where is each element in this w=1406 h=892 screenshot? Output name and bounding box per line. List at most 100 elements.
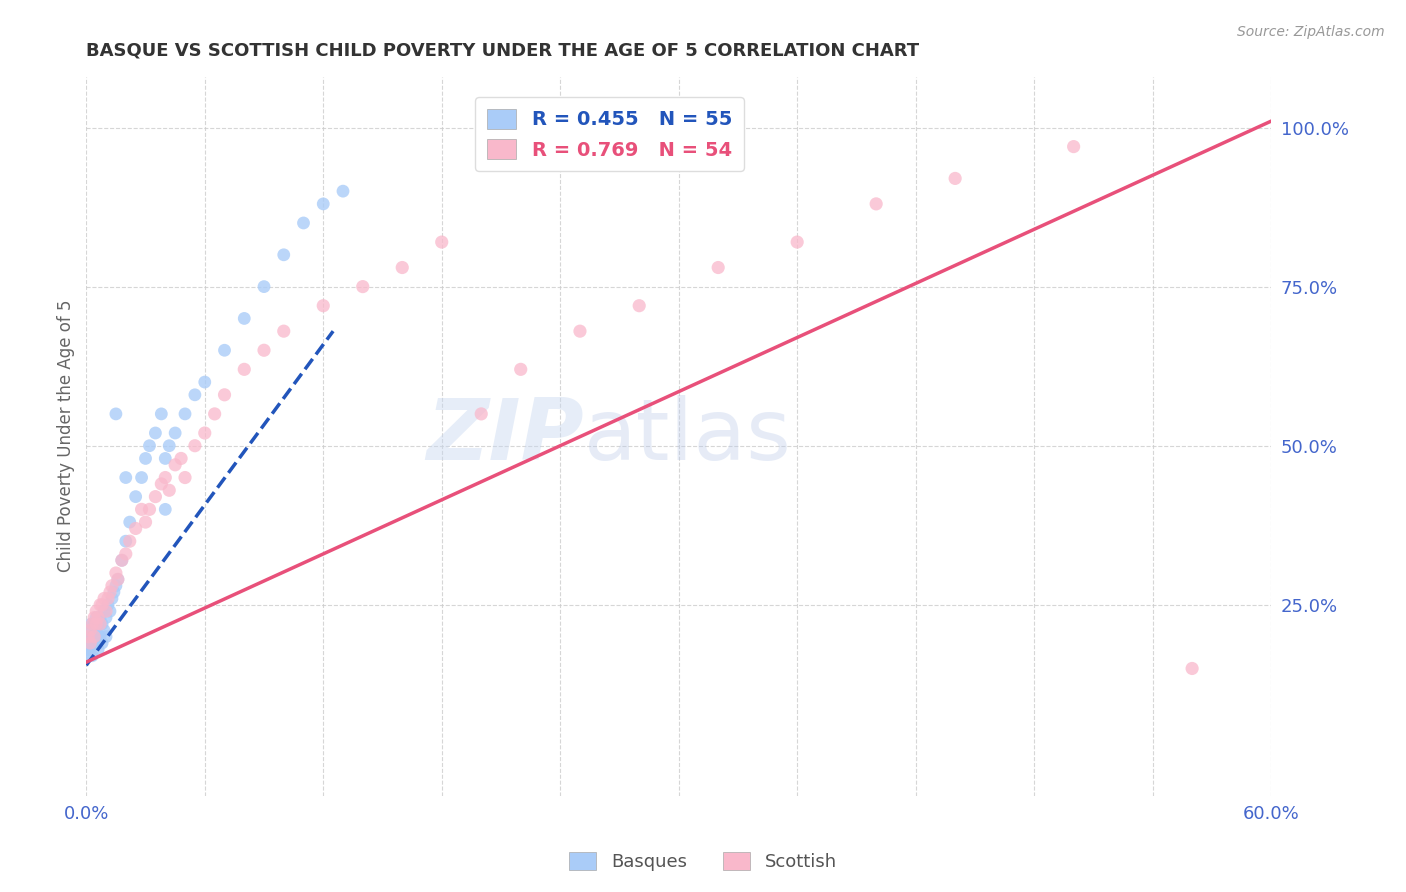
Point (253, 343, 276, 358)
Point (91, 616, 114, 631)
Text: BASQUE VS SCOTTISH CHILD POVERTY UNDER THE AGE OF 5 CORRELATION CHART: BASQUE VS SCOTTISH CHILD POVERTY UNDER T… (86, 42, 920, 60)
Point (82, 630, 104, 644)
Point (76, 642, 98, 657)
Point (943, 171, 966, 186)
Point (79, 624, 101, 638)
Point (124, 521, 146, 535)
Point (312, 197, 335, 211)
Point (138, 502, 160, 516)
Point (157, 439, 180, 453)
Point (628, 299, 651, 313)
Point (145, 425, 167, 440)
Point (155, 451, 177, 466)
Point (391, 260, 413, 275)
Point (155, 502, 177, 516)
Point (84, 604, 107, 618)
Point (84, 624, 107, 638)
Point (273, 248, 295, 262)
Point (292, 216, 315, 230)
Point (79, 642, 101, 657)
Point (170, 451, 193, 466)
Point (104, 566, 127, 580)
Point (157, 483, 180, 498)
Text: atlas: atlas (583, 394, 792, 478)
Point (91, 636, 114, 650)
Point (94, 604, 117, 618)
Point (77, 636, 100, 650)
Point (430, 235, 453, 249)
Point (118, 534, 141, 549)
Point (87, 642, 110, 657)
Point (786, 235, 808, 249)
Point (89, 630, 111, 644)
Point (84, 616, 107, 631)
Point (98, 604, 121, 618)
Point (124, 490, 146, 504)
Point (352, 279, 374, 293)
Point (83, 610, 105, 624)
Point (83, 636, 105, 650)
Point (131, 470, 153, 484)
Point (91, 598, 114, 612)
Point (84, 630, 107, 644)
Point (80, 616, 103, 631)
Point (135, 451, 157, 466)
Point (233, 311, 256, 326)
Point (155, 470, 177, 484)
Point (83, 630, 105, 644)
Point (77, 630, 100, 644)
Point (509, 362, 531, 376)
Point (114, 534, 136, 549)
Point (194, 425, 217, 440)
Point (93, 624, 115, 638)
Point (89, 610, 111, 624)
Point (150, 476, 173, 491)
Point (94, 630, 117, 644)
Legend: R = 0.455   N = 55, R = 0.769   N = 54: R = 0.455 N = 55, R = 0.769 N = 54 (475, 97, 744, 171)
Point (97, 591, 120, 606)
Point (77, 630, 100, 644)
Point (174, 470, 197, 484)
Point (79, 636, 101, 650)
Point (233, 362, 256, 376)
Point (101, 591, 124, 606)
Point (97, 598, 120, 612)
Point (111, 553, 134, 567)
Point (165, 425, 187, 440)
Point (104, 407, 127, 421)
Point (93, 604, 115, 618)
Legend: Basques, Scottish: Basques, Scottish (562, 845, 844, 879)
Point (89, 598, 111, 612)
Point (82, 616, 104, 631)
Point (83, 616, 105, 631)
Point (82, 648, 104, 663)
Point (214, 388, 236, 402)
Point (1181, 661, 1204, 675)
Text: ZIP: ZIP (426, 394, 583, 478)
Point (79, 624, 101, 638)
Point (111, 553, 134, 567)
Point (253, 279, 276, 293)
Point (165, 458, 187, 472)
Point (87, 610, 110, 624)
Point (98, 585, 121, 599)
Text: Source: ZipAtlas.com: Source: ZipAtlas.com (1237, 25, 1385, 39)
Point (114, 470, 136, 484)
Point (145, 490, 167, 504)
Point (87, 616, 110, 631)
Point (707, 260, 730, 275)
Point (194, 375, 217, 389)
Y-axis label: Child Poverty Under the Age of 5: Child Poverty Under the Age of 5 (58, 300, 75, 573)
Point (184, 439, 207, 453)
Point (114, 547, 136, 561)
Point (204, 407, 226, 421)
Point (273, 324, 295, 338)
Point (107, 573, 129, 587)
Point (103, 585, 125, 599)
Point (104, 579, 127, 593)
Point (135, 515, 157, 529)
Point (107, 573, 129, 587)
Point (214, 343, 236, 358)
Point (150, 407, 173, 421)
Point (865, 197, 887, 211)
